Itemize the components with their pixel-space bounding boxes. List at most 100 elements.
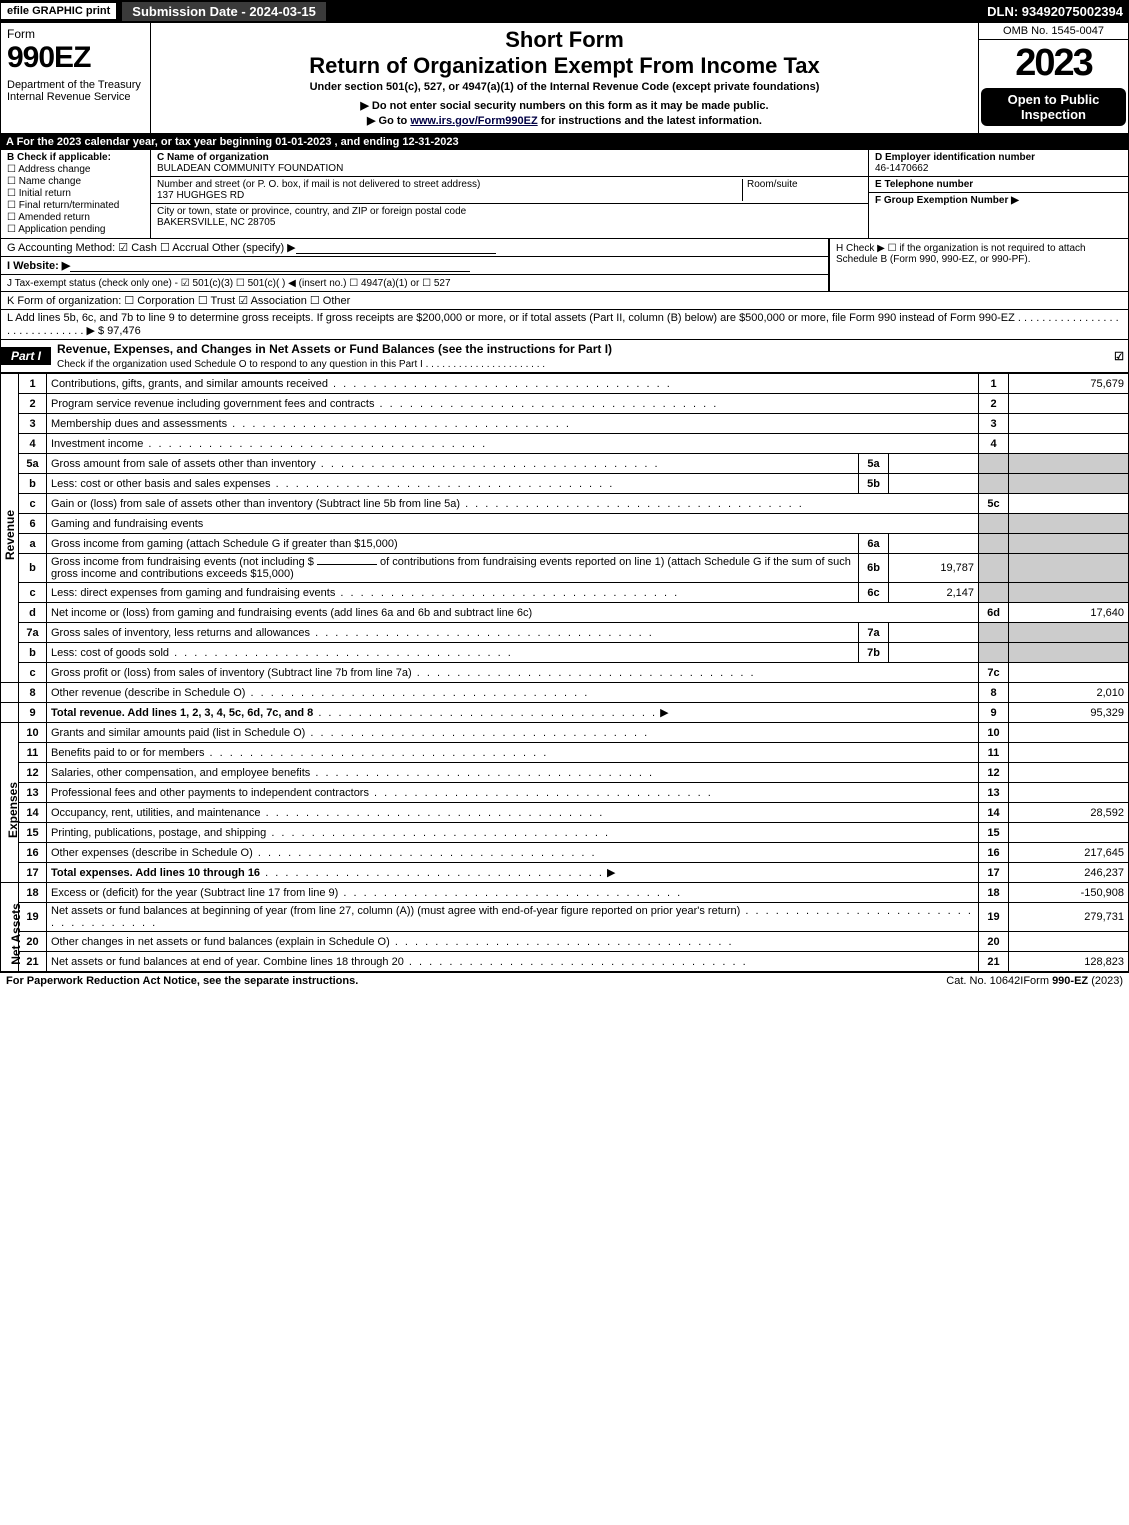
l19-val: 279,731: [1009, 903, 1129, 932]
row-l-gross-receipts: L Add lines 5b, 6c, and 7b to line 9 to …: [0, 310, 1129, 340]
line-5b: b Less: cost or other basis and sales ex…: [1, 474, 1129, 494]
telephone-label: E Telephone number: [875, 179, 973, 190]
department: Department of the Treasury Internal Reve…: [7, 79, 144, 103]
l7b-sv: [889, 643, 979, 663]
line-2: 2 Program service revenue including gove…: [1, 394, 1129, 414]
netassets-vlabel: Net Assets: [1, 883, 19, 972]
l6a-val-shade: [1009, 534, 1129, 554]
line-18: Net Assets 18 Excess or (deficit) for th…: [1, 883, 1129, 903]
chk-amended-return[interactable]: ☐ Amended return: [7, 212, 144, 223]
room-suite-label: Room/suite: [747, 179, 798, 190]
omb-number: OMB No. 1545-0047: [979, 23, 1128, 40]
org-addr-label: Number and street (or P. O. box, if mail…: [157, 179, 480, 190]
l6b-ln-shade: [979, 554, 1009, 583]
row-j-tax-exempt: J Tax-exempt status (check only one) - ☑…: [0, 275, 829, 292]
line-6b: b Gross income from fundraising events (…: [1, 554, 1129, 583]
l5a-val-shade: [1009, 454, 1129, 474]
l5b-sv: [889, 474, 979, 494]
top-bar: efile GRAPHIC print Submission Date - 20…: [0, 0, 1129, 22]
l1-val: 75,679: [1009, 374, 1129, 394]
form-title: Return of Organization Exempt From Incom…: [159, 53, 970, 79]
l10-num: 10: [19, 723, 47, 743]
l7c-val: [1009, 663, 1129, 683]
l20-val: [1009, 932, 1129, 952]
l16-ln: 16: [979, 843, 1009, 863]
l16-desc: Other expenses (describe in Schedule O): [47, 843, 979, 863]
l10-val: [1009, 723, 1129, 743]
l13-num: 13: [19, 783, 47, 803]
line-6d: d Net income or (loss) from gaming and f…: [1, 603, 1129, 623]
line-13: 13 Professional fees and other payments …: [1, 783, 1129, 803]
row-i-website: I Website: ▶: [0, 257, 829, 275]
open-to-public: Open to Public Inspection: [981, 88, 1126, 126]
irs-link[interactable]: www.irs.gov/Form990EZ: [410, 115, 537, 127]
form-subtitle: Under section 501(c), 527, or 4947(a)(1)…: [159, 81, 970, 93]
chk-address-change-label: Address change: [18, 164, 90, 175]
group-exemption-row: F Group Exemption Number ▶: [869, 193, 1128, 208]
l20-desc: Other changes in net assets or fund bala…: [47, 932, 979, 952]
l17-desc: Total expenses. Add lines 10 through 16 …: [47, 863, 979, 883]
l6a-ln-shade: [979, 534, 1009, 554]
l18-desc: Excess or (deficit) for the year (Subtra…: [47, 883, 979, 903]
tax-year: 2023: [979, 40, 1128, 86]
part-i-check[interactable]: ☑: [1110, 350, 1128, 363]
l7c-num: c: [19, 663, 47, 683]
l8-ln: 8: [979, 683, 1009, 703]
l5a-sn: 5a: [859, 454, 889, 474]
l5a-desc: Gross amount from sale of assets other t…: [47, 454, 859, 474]
col-b-checkboxes: B Check if applicable: ☐ Address change …: [1, 150, 151, 238]
chk-application-pending[interactable]: ☐ Application pending: [7, 224, 144, 235]
l7b-ln-shade: [979, 643, 1009, 663]
chk-initial-return[interactable]: ☐ Initial return: [7, 188, 144, 199]
org-addr-row: Number and street (or P. O. box, if mail…: [151, 177, 868, 204]
line-19: 19 Net assets or fund balances at beginn…: [1, 903, 1129, 932]
dln: DLN: 93492075002394: [987, 4, 1129, 19]
l15-val: [1009, 823, 1129, 843]
org-city: BAKERSVILLE, NC 28705: [157, 217, 275, 228]
l2-val: [1009, 394, 1129, 414]
line-14: 14 Occupancy, rent, utilities, and maint…: [1, 803, 1129, 823]
l6c-num: c: [19, 583, 47, 603]
l5c-num: c: [19, 494, 47, 514]
l19-ln: 19: [979, 903, 1009, 932]
l6c-desc: Less: direct expenses from gaming and fu…: [47, 583, 859, 603]
footer-form-post: (2023): [1088, 975, 1123, 987]
l9-ln: 9: [979, 703, 1009, 723]
chk-address-change[interactable]: ☐ Address change: [7, 164, 144, 175]
org-addr: 137 HUGHGES RD: [157, 190, 244, 201]
telephone-row: E Telephone number: [869, 177, 1128, 193]
footer-form: Form 990-EZ (2023): [1023, 975, 1123, 987]
rev-vlabel-blank2: [1, 703, 19, 723]
line-1: Revenue 1 Contributions, gifts, grants, …: [1, 374, 1129, 394]
l7a-desc: Gross sales of inventory, less returns a…: [47, 623, 859, 643]
line-20: 20 Other changes in net assets or fund b…: [1, 932, 1129, 952]
l7c-ln: 7c: [979, 663, 1009, 683]
chk-name-change[interactable]: ☐ Name change: [7, 176, 144, 187]
l12-val: [1009, 763, 1129, 783]
l5b-val-shade: [1009, 474, 1129, 494]
line-5c: c Gain or (loss) from sale of assets oth…: [1, 494, 1129, 514]
l7a-sn: 7a: [859, 623, 889, 643]
l7c-desc: Gross profit or (loss) from sales of inv…: [47, 663, 979, 683]
l6c-val-shade: [1009, 583, 1129, 603]
efile-print-button[interactable]: efile GRAPHIC print: [0, 2, 117, 20]
l16-val: 217,645: [1009, 843, 1129, 863]
chk-final-return[interactable]: ☐ Final return/terminated: [7, 200, 144, 211]
row-i-text: I Website: ▶: [7, 260, 70, 272]
l12-ln: 12: [979, 763, 1009, 783]
header-right: OMB No. 1545-0047 2023 Open to Public In…: [978, 23, 1128, 133]
goto-pre: ▶ Go to: [367, 115, 410, 127]
l10-ln: 10: [979, 723, 1009, 743]
l6-desc: Gaming and fundraising events: [47, 514, 979, 534]
line-6: 6 Gaming and fundraising events: [1, 514, 1129, 534]
l5b-desc: Less: cost or other basis and sales expe…: [47, 474, 859, 494]
l3-val: [1009, 414, 1129, 434]
row-a-tax-year: A For the 2023 calendar year, or tax yea…: [0, 134, 1129, 150]
section-bcdef: B Check if applicable: ☐ Address change …: [0, 150, 1129, 239]
org-name-label: C Name of organization: [157, 152, 269, 163]
line-10: Expenses 10 Grants and similar amounts p…: [1, 723, 1129, 743]
l9-num: 9: [19, 703, 47, 723]
l6a-desc: Gross income from gaming (attach Schedul…: [47, 534, 859, 554]
lines-table: Revenue 1 Contributions, gifts, grants, …: [0, 373, 1129, 972]
line-3: 3 Membership dues and assessments 3: [1, 414, 1129, 434]
